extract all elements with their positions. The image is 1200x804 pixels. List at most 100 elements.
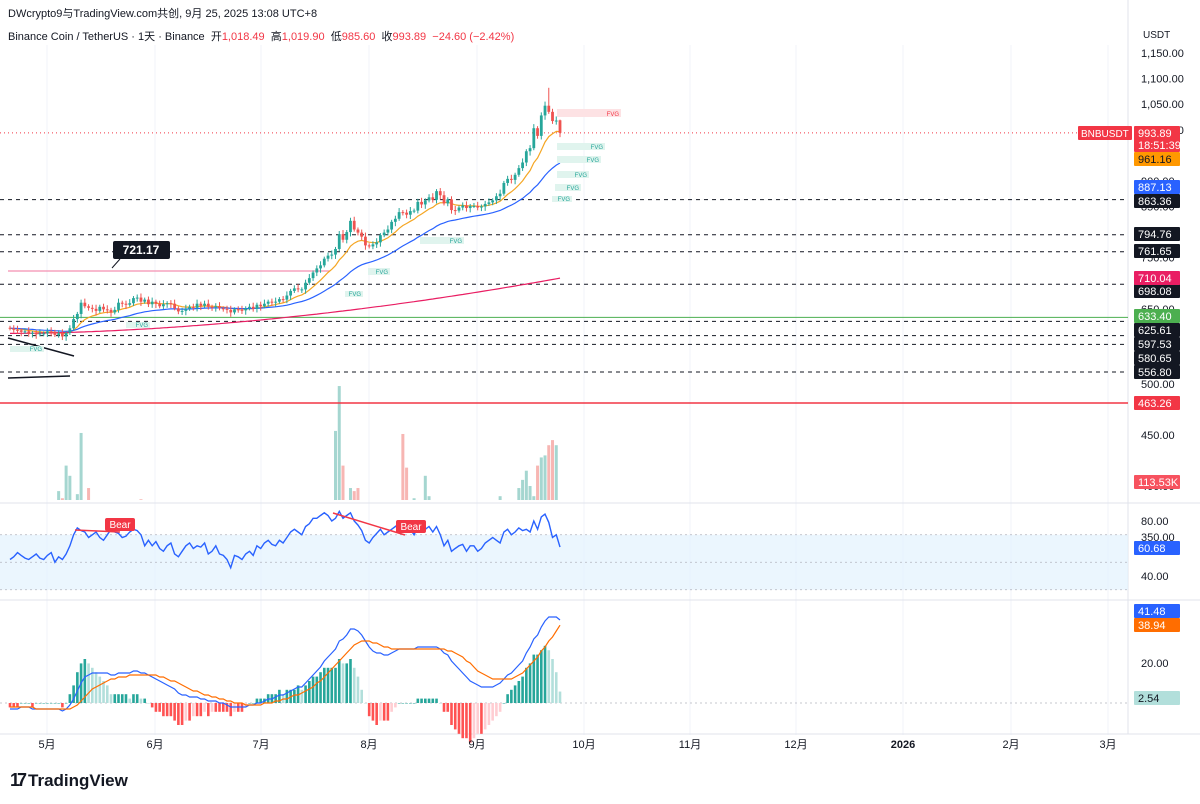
- candle-body: [236, 309, 240, 311]
- candle-body: [435, 191, 438, 200]
- macd-hist-bar: [356, 676, 360, 703]
- volume-bar: [551, 440, 555, 500]
- macd-hist-bar: [98, 676, 102, 703]
- macd-hist-bar: [487, 703, 491, 725]
- macd-hist-bar: [390, 703, 393, 712]
- macd-hist-bar: [308, 681, 311, 703]
- horizontal-levels: 721.17: [0, 132, 1128, 404]
- candle-body: [337, 234, 341, 249]
- macd-tick: 20.00: [1141, 658, 1169, 670]
- macd-hist-bar: [221, 703, 225, 712]
- candle-body: [524, 151, 528, 163]
- candle-body: [147, 299, 150, 305]
- candle-body: [72, 319, 76, 329]
- level-badge: 556.80: [1138, 367, 1172, 379]
- macd-hist-bar: [472, 703, 476, 739]
- volume-bar: [334, 430, 338, 500]
- candle-body: [46, 331, 49, 334]
- candle-body: [42, 333, 46, 335]
- candle-body: [16, 329, 19, 331]
- macd-hist-bar: [76, 672, 79, 703]
- candle-body: [173, 303, 177, 309]
- macd-hist-bar: [251, 703, 255, 704]
- open-label: 开: [210, 31, 222, 43]
- symbol-badge: BNBUSDT: [1081, 129, 1129, 140]
- price-tick: 1,050.00: [1141, 99, 1184, 111]
- tradingview-logo[interactable]: 17 TradingView: [10, 770, 128, 791]
- volume-bar: [498, 496, 502, 500]
- candle-body: [68, 328, 72, 333]
- candle-body: [270, 301, 274, 303]
- macd-hist-bar: [278, 689, 281, 703]
- candle-body: [461, 205, 465, 208]
- macd-hist-bar: [405, 703, 408, 704]
- hist-badge: 2.54: [1138, 693, 1159, 705]
- candle-body: [244, 308, 248, 311]
- macd-hist-bar: [105, 685, 109, 703]
- fvg-label: FVG: [567, 186, 580, 192]
- macd-hist-bar: [498, 703, 502, 712]
- candle-body: [259, 304, 263, 307]
- fvg-zone: [552, 196, 572, 202]
- macd-hist-bar: [483, 703, 487, 730]
- macd-hist-bar: [64, 703, 68, 704]
- macd-hist-bar: [12, 703, 16, 708]
- volume-bar: [554, 445, 558, 500]
- macd-hist-bar: [397, 703, 401, 704]
- candle-body: [517, 168, 521, 175]
- candle-body: [176, 308, 180, 312]
- signal-badge-bg: [1134, 618, 1180, 632]
- macd-hist-bar: [248, 703, 251, 704]
- divergence-line: [74, 529, 121, 533]
- ema-red-badge: 710.04: [1138, 273, 1172, 285]
- macd-hist-bar: [360, 689, 364, 703]
- close-value: 993.89: [392, 31, 427, 43]
- macd-hist-bar: [300, 689, 304, 703]
- macd-hist-bar: [337, 659, 341, 703]
- candle-body: [547, 105, 551, 112]
- candle-body: [326, 255, 330, 259]
- macd-hist-bar: [68, 694, 72, 703]
- low-value: 985.60: [341, 31, 376, 43]
- macd-hist-bar: [72, 685, 75, 703]
- macd-hist-bar: [195, 703, 199, 717]
- fvg-label: FVG: [607, 112, 620, 118]
- candle-body: [135, 297, 139, 299]
- time-axis: 5月 6月 7月 8月 9月 10月 11月 12月 2026 2月 3月: [38, 739, 1116, 751]
- rsi-badge-bg: [1134, 541, 1180, 555]
- volume-bar: [405, 467, 409, 500]
- high-value: 1,019.90: [281, 31, 325, 43]
- candle-body: [27, 331, 31, 334]
- macd-hist-bar: [491, 703, 494, 721]
- candle-body: [128, 303, 132, 305]
- rsi-tick: 40.00: [1141, 571, 1169, 583]
- macd-hist-bar: [117, 694, 120, 703]
- candle-body: [169, 303, 173, 305]
- macd-hist-bar: [506, 694, 509, 703]
- candle-body: [382, 232, 386, 236]
- macd-hist-bar: [139, 698, 143, 703]
- macd-hist-bar: [442, 703, 446, 712]
- level-badge: 761.65: [1138, 246, 1172, 258]
- candle-body: [397, 212, 401, 219]
- macd-hist-bar: [304, 685, 307, 703]
- candle-body: [509, 178, 513, 180]
- fvg-zone: [368, 268, 390, 275]
- macd-hist-bar: [334, 667, 337, 703]
- ema-blue-badge: 887.13: [1138, 182, 1172, 194]
- rsi-badge: 60.68: [1138, 543, 1166, 555]
- fvg-zone: [10, 346, 44, 352]
- macd-hist-bar: [218, 703, 221, 712]
- macd-hist-bar: [120, 694, 124, 703]
- symbol-title[interactable]: Binance Coin / TetherUS · 1天 · Binance: [8, 31, 205, 43]
- candle-body: [364, 236, 367, 246]
- macd-hist-bar: [132, 694, 135, 703]
- candle-body: [203, 303, 206, 306]
- candle-body: [405, 212, 408, 215]
- candle-body: [57, 333, 61, 335]
- candle-body: [49, 331, 53, 333]
- macd-hist-bar: [199, 703, 203, 717]
- volume-bar: [341, 465, 345, 500]
